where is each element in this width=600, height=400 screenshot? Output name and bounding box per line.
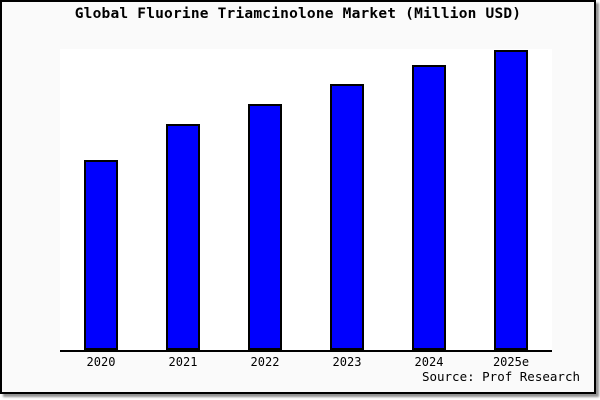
bar-2023 bbox=[330, 84, 364, 350]
bar-slot bbox=[60, 49, 142, 350]
bar-slot bbox=[142, 49, 224, 350]
x-axis-tick-labels: 2020 2021 2022 2023 2024 2025e bbox=[60, 355, 552, 370]
bar-2020 bbox=[84, 160, 118, 350]
chart-title: Global Fluorine Triamcinolone Market (Mi… bbox=[74, 6, 522, 22]
bar-2022 bbox=[248, 104, 282, 350]
x-tick-label-2020: 2020 bbox=[86, 355, 116, 369]
x-tick-label-2024: 2024 bbox=[414, 355, 444, 369]
bar-slot bbox=[470, 49, 552, 350]
bar-slot bbox=[388, 49, 470, 350]
bar-2024 bbox=[412, 65, 446, 350]
bars-row bbox=[60, 49, 552, 350]
bar-2021 bbox=[166, 124, 200, 350]
bar-2025e bbox=[494, 50, 528, 350]
x-tick-label-2023: 2023 bbox=[332, 355, 362, 369]
bar-slot bbox=[224, 49, 306, 350]
x-tick-label-2025e: 2025e bbox=[492, 355, 530, 369]
source-credit: Source: Prof Research bbox=[421, 369, 580, 384]
x-tick-label-2022: 2022 bbox=[250, 355, 280, 369]
plot-area bbox=[60, 49, 552, 352]
bar-slot bbox=[306, 49, 388, 350]
x-tick-label-2021: 2021 bbox=[168, 355, 198, 369]
